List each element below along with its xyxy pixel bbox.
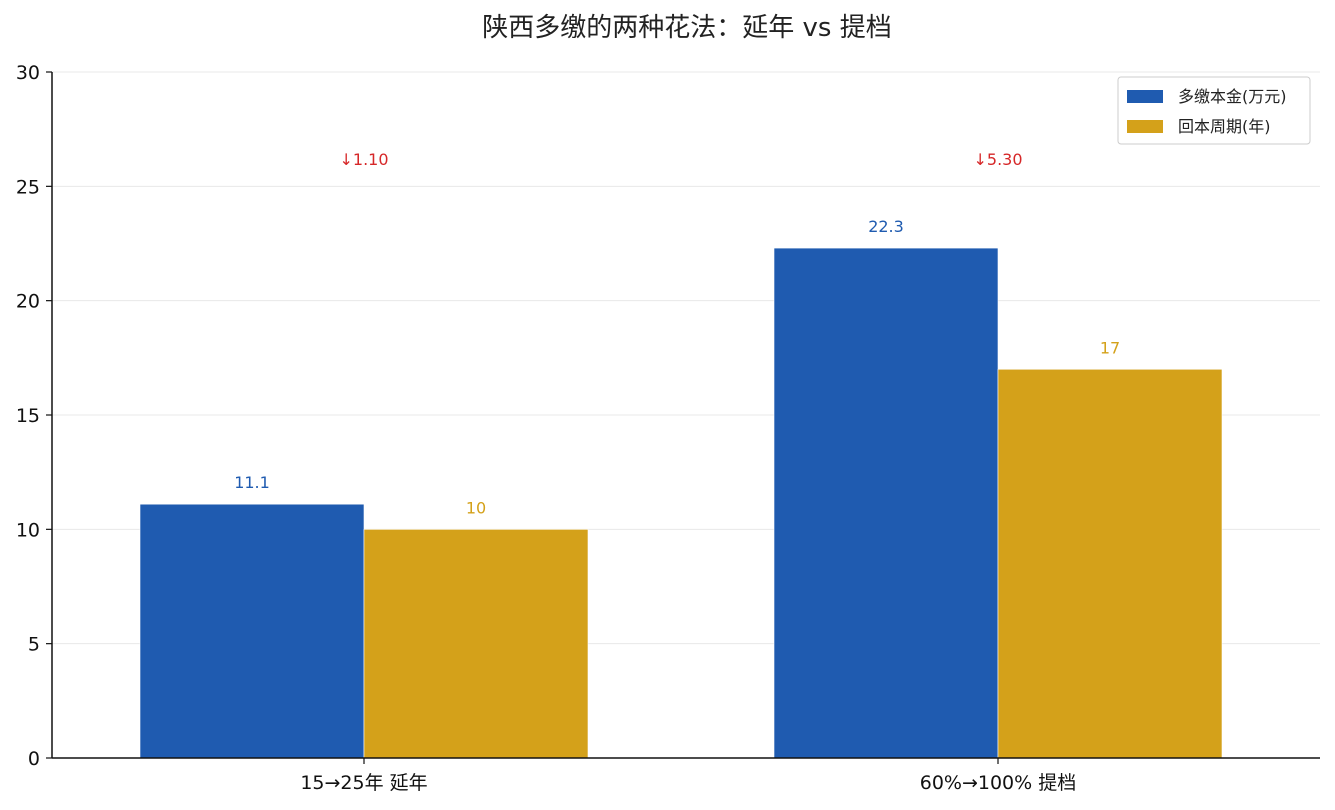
y-tick-label: 25 [16,176,40,198]
bars [139,247,1223,759]
y-tick-label: 5 [28,634,40,656]
annotation-label: ↓5.30 [973,150,1022,169]
x-tick-label: 60%→100% 提档 [920,772,1077,794]
bar-principal-0 [139,503,365,759]
legend-label-principal: 多缴本金(万元) [1178,87,1287,106]
y-tick-label: 0 [28,748,40,770]
y-tick-label: 15 [16,405,40,427]
y-tick-label: 10 [16,519,40,541]
legend-swatch-payback [1127,120,1163,133]
bar-payback-1 [997,368,1223,759]
legend-box [1117,76,1311,145]
axes: 0 5 10 15 20 25 30 15→25年 延年 60%→100% 提档 [16,62,1320,794]
data-label: 10 [466,498,486,517]
annotation-label: ↓1.10 [339,150,388,169]
data-label: 11.1 [234,473,270,492]
legend-label-payback: 回本周期(年) [1178,117,1271,136]
data-label: 17 [1100,338,1120,357]
legend-swatch-principal [1127,90,1163,103]
y-tick-label: 20 [16,291,40,313]
y-tick-label: 30 [16,62,40,84]
x-tick-label: 15→25年 延年 [300,772,427,794]
chart-title: 陕西多缴的两种花法：延年 vs 提档 [482,13,891,43]
data-label: 22.3 [868,217,904,236]
legend: 多缴本金(万元) 回本周期(年) [1117,76,1311,145]
bar-payback-0 [363,529,589,759]
data-labels: 11.1 10 ↓1.10 22.3 17 ↓5.30 [234,150,1120,517]
bar-principal-1 [773,247,999,759]
